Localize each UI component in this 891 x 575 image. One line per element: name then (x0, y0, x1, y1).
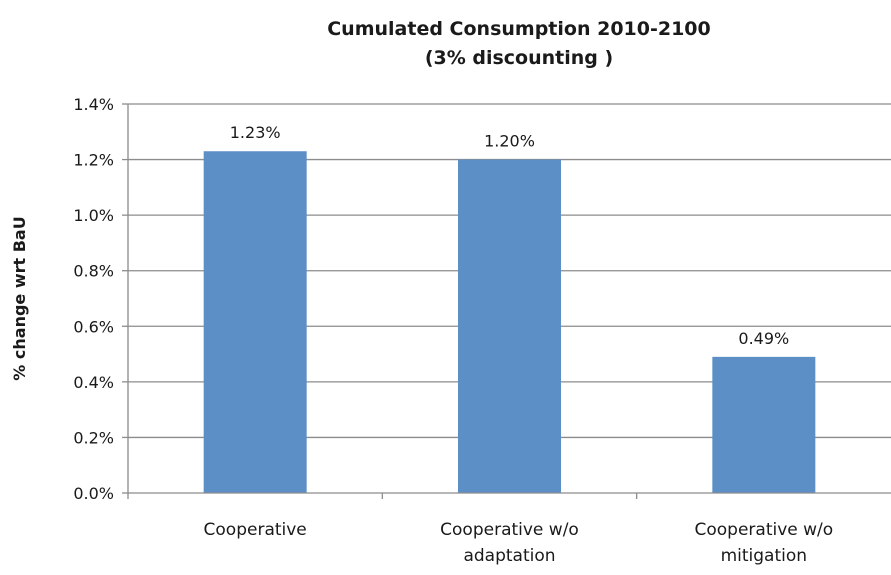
y-tick-label: 1.2% (73, 151, 114, 170)
data-label-2: 1.20% (484, 132, 535, 151)
x-category-label-1: Cooperative (204, 520, 307, 540)
y-tick-label: 1.0% (73, 206, 114, 225)
bar-1 (203, 151, 307, 493)
chart-title-line-1: Cumulated Consumption 2010-2100 (327, 18, 711, 40)
x-category-label-3: Cooperative w/o (694, 520, 833, 540)
x-category-label-3: mitigation (721, 546, 807, 566)
axes (122, 103, 891, 499)
data-label-1: 1.23% (230, 123, 281, 142)
bar-2 (458, 159, 561, 494)
x-category-label-2: adaptation (463, 546, 555, 566)
data-label-3: 0.49% (738, 329, 789, 348)
bar-3 (712, 356, 816, 493)
y-tick-label: 1.4% (73, 95, 114, 114)
y-tick-label: 0.0% (73, 484, 114, 503)
y-tick-label: 0.2% (73, 428, 114, 447)
bars (203, 151, 816, 494)
x-category-label-2: Cooperative w/o (440, 520, 579, 540)
chart-title-line-2: (3% discounting ) (425, 47, 613, 69)
labels: Cumulated Consumption 2010-2100 (3% disco… (10, 18, 833, 566)
y-axis-label: % change wrt BaU (10, 216, 29, 380)
y-tick-label: 0.4% (73, 373, 114, 392)
y-tick-label: 0.6% (73, 317, 114, 336)
y-tick-label: 0.8% (73, 262, 114, 281)
